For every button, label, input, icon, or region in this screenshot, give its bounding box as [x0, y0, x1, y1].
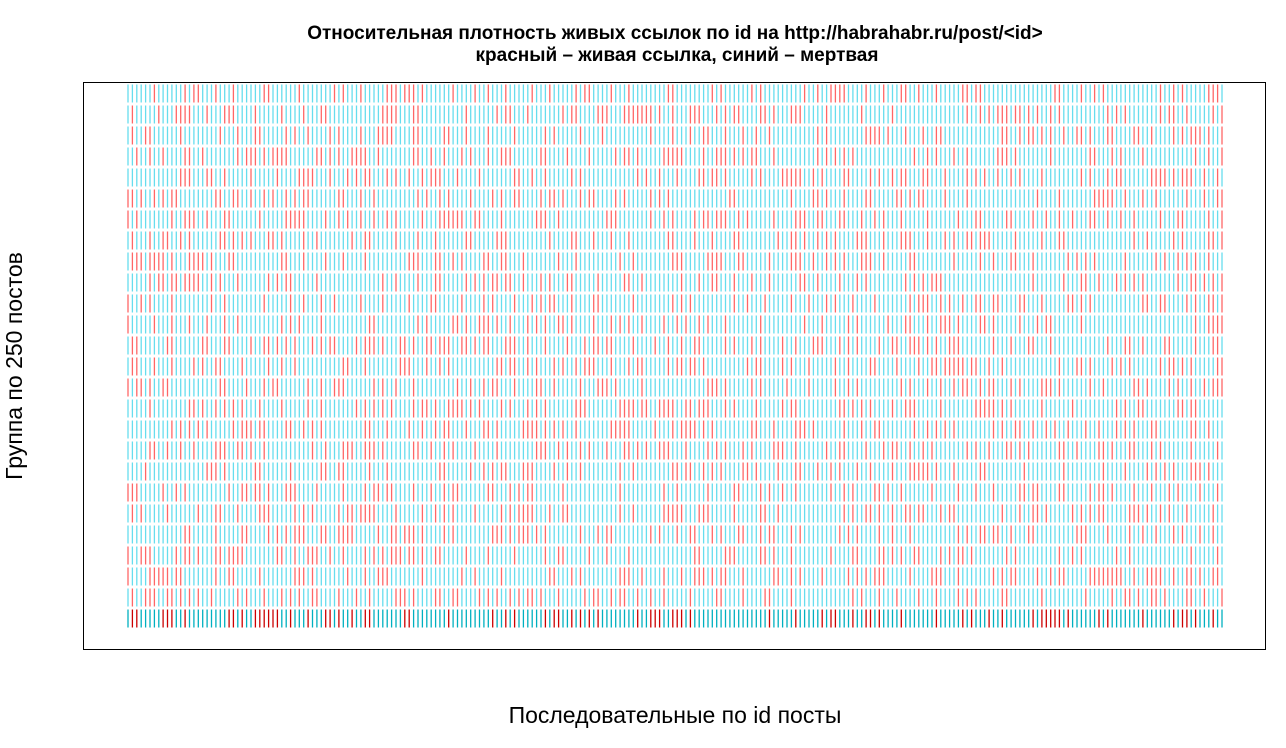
- chart-subtitle: красный – живая ссылка, синий – мертвая: [476, 45, 879, 66]
- chart-title: Относительная плотность живых ссылок по …: [307, 23, 1043, 44]
- plot-frame: [83, 82, 1266, 650]
- density-marks: [127, 84, 1223, 628]
